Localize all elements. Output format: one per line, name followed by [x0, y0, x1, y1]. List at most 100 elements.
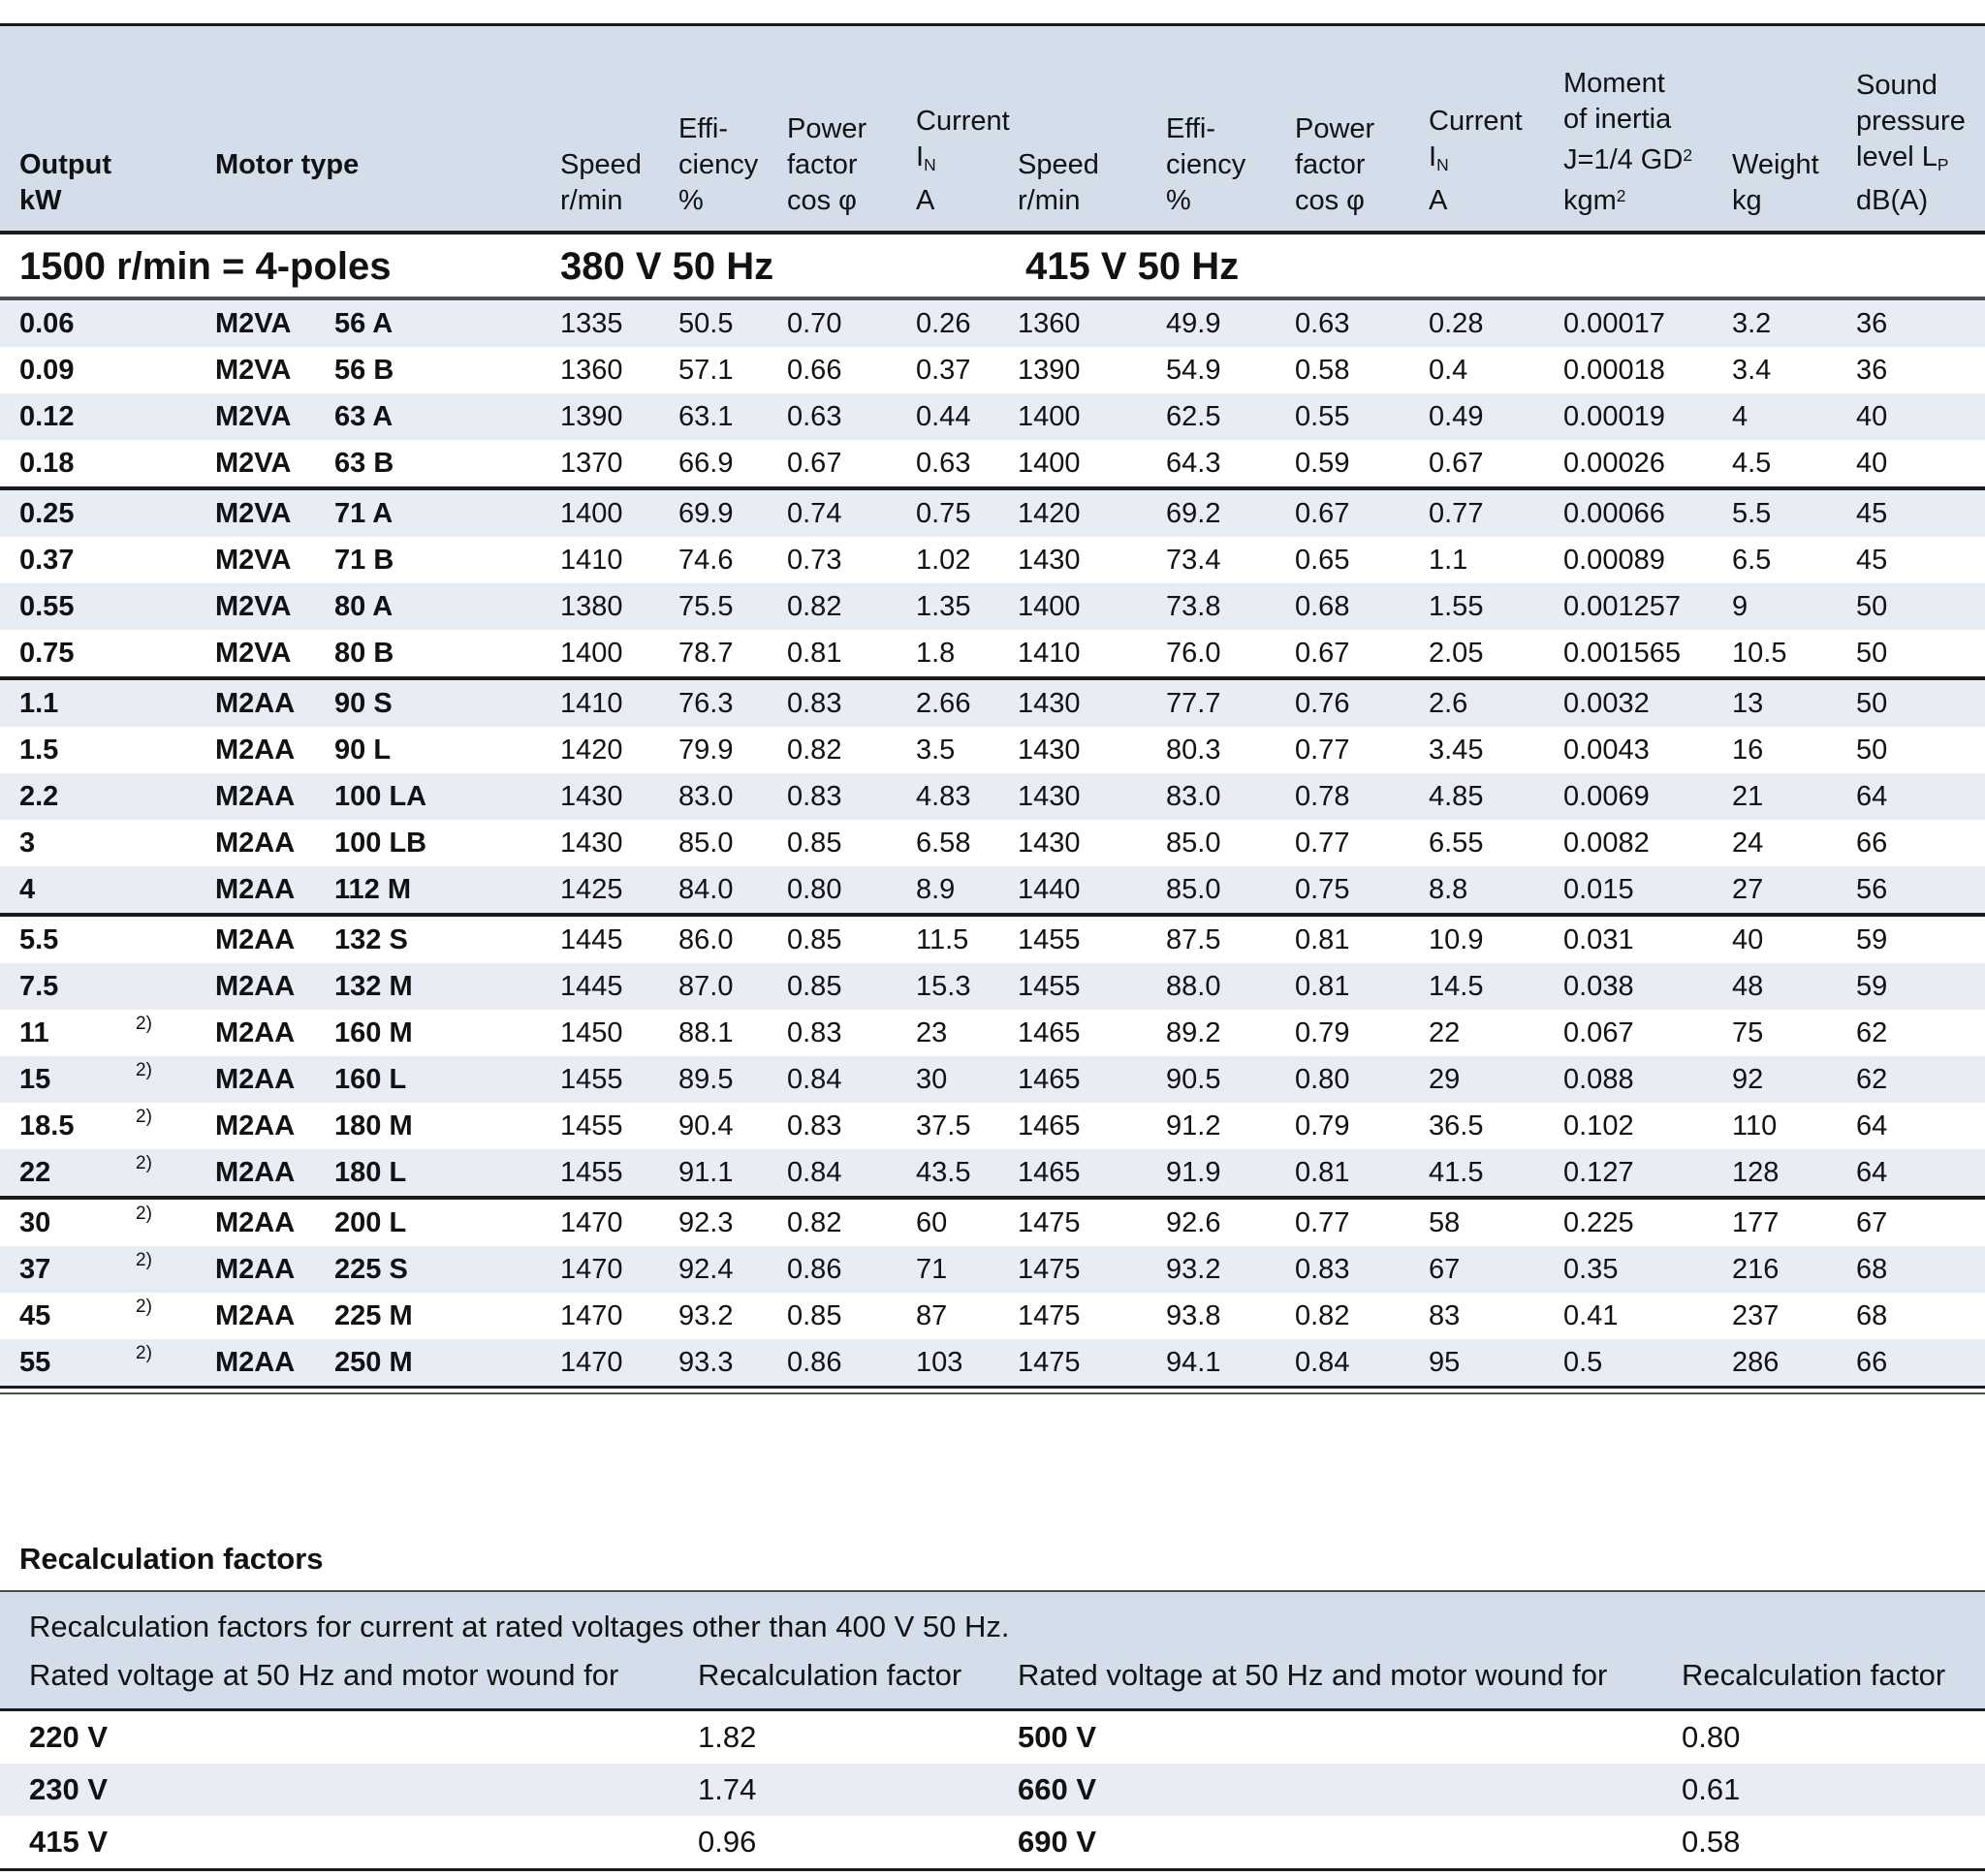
recalc-cell-factor-right: 0.80: [1682, 1720, 1741, 1754]
cell-sound-level: 62: [1856, 1064, 1888, 1095]
cell-efficiency-380: 89.5: [678, 1064, 734, 1095]
cell-power-factor-415: 0.79: [1295, 1017, 1350, 1048]
cell-power-factor-380: 0.67: [787, 448, 842, 479]
table-row: 0.09 M2VA 56 B 1360 57.1 0.66 0.37 1390 54.9 0.58…: [0, 347, 1985, 393]
cell-output-kw: 1.1: [19, 688, 59, 719]
cell-footnote: [136, 866, 215, 913]
cell-speed-380: 1370: [560, 448, 623, 479]
cell-sound-level: 67: [1856, 1207, 1888, 1238]
cell-efficiency-380: 50.5: [678, 308, 734, 339]
cell-weight: 75: [1732, 1017, 1764, 1048]
cell-efficiency-380: 91.1: [678, 1157, 734, 1188]
cell-efficiency-380: 79.9: [678, 735, 734, 766]
cell-efficiency-415: 93.2: [1166, 1254, 1221, 1285]
cell-power-factor-415: 0.68: [1295, 591, 1350, 622]
main-table-body: 0.06 M2VA 56 A 1335 50.5 0.70 0.26 1360 49.9 0.63…: [0, 300, 1985, 1386]
cell-motor-series: M2VA: [215, 545, 292, 576]
cell-current-380: 3.5: [916, 735, 956, 766]
cell-speed-415: 1475: [1018, 1300, 1081, 1331]
cell-current-380: 71: [916, 1254, 948, 1285]
cell-output-kw: 3: [19, 828, 36, 859]
cell-weight: 27: [1732, 874, 1764, 905]
table-row: 22 2) M2AA 180 L 1455 91.1 0.84 43.5 1465 91.9 0.8…: [0, 1149, 1985, 1196]
cell-power-factor-415: 0.75: [1295, 874, 1350, 905]
cell-power-factor-380: 0.81: [787, 638, 842, 669]
cell-current-415: 0.49: [1429, 401, 1484, 432]
cell-efficiency-415: 62.5: [1166, 401, 1221, 432]
recalc-row: 415 V 0.96 690 V 0.58: [0, 1816, 1985, 1868]
cell-current-415: 2.6: [1429, 688, 1468, 719]
recalc-cell-factor-right: 0.61: [1682, 1772, 1741, 1806]
cell-efficiency-415: 54.9: [1166, 355, 1221, 386]
cell-current-415: 0.28: [1429, 308, 1484, 339]
cell-weight: 5.5: [1732, 498, 1772, 529]
table-row: 2.2 M2AA 100 LA 1430 83.0 0.83 4.83 1430 83.0 0.7…: [0, 773, 1985, 820]
col-header-weight: Weight kg: [1732, 149, 1819, 216]
cell-current-415: 14.5: [1429, 971, 1484, 1002]
cell-current-380: 1.02: [916, 545, 971, 576]
cell-footnote: 2): [136, 1200, 215, 1246]
cell-power-factor-380: 0.82: [787, 591, 842, 622]
cell-efficiency-415: 90.5: [1166, 1064, 1221, 1095]
speed-voltage-subheader: 1500 r/min = 4-poles 380 V 50 Hz 415 V 5…: [0, 234, 1985, 297]
cell-output-kw: 0.55: [19, 591, 75, 622]
cell-output-kw: 0.18: [19, 448, 75, 479]
cell-power-factor-380: 0.85: [787, 924, 842, 955]
cell-weight: 216: [1732, 1254, 1780, 1285]
cell-speed-380: 1335: [560, 308, 623, 339]
col-header-eff415: Effi-ciency%: [1166, 113, 1246, 216]
cell-current-380: 1.8: [916, 638, 956, 669]
cell-speed-380: 1470: [560, 1300, 623, 1331]
cell-weight: 9: [1732, 591, 1749, 622]
cell-current-380: 37.5: [916, 1110, 971, 1141]
cell-efficiency-380: 88.1: [678, 1017, 734, 1048]
cell-current-415: 58: [1429, 1207, 1461, 1238]
cell-current-380: 1.35: [916, 591, 971, 622]
cell-power-factor-415: 0.77: [1295, 735, 1350, 766]
cell-efficiency-415: 92.6: [1166, 1207, 1221, 1238]
cell-speed-415: 1420: [1018, 498, 1081, 529]
subheader-rule: [0, 297, 1985, 300]
cell-efficiency-380: 92.3: [678, 1207, 734, 1238]
cell-power-factor-415: 0.55: [1295, 401, 1350, 432]
cell-motor-size: 180 M: [334, 1110, 413, 1141]
cell-motor-size: 200 L: [334, 1207, 407, 1238]
cell-motor-size: 112 M: [334, 874, 411, 905]
cell-efficiency-380: 92.4: [678, 1254, 734, 1285]
cell-power-factor-380: 0.83: [787, 1110, 842, 1141]
main-table-header: Output kW Motor type Speed r/min Effi-ciency%…: [0, 26, 1985, 231]
cell-footnote: [136, 963, 215, 1010]
cell-output-kw: 30: [19, 1207, 51, 1238]
cell-inertia: 0.102: [1563, 1110, 1634, 1141]
cell-motor-size: 100 LA: [334, 781, 427, 812]
table-row: 0.55 M2VA 80 A 1380 75.5 0.82 1.35 1400 73.8 0.68…: [0, 583, 1985, 630]
cell-inertia: 0.00017: [1563, 308, 1665, 339]
cell-weight: 4.5: [1732, 448, 1772, 479]
cell-weight: 16: [1732, 735, 1764, 766]
recalc-table: Recalculation factors for current at rat…: [0, 1590, 1985, 1871]
header-bottom-rule: [0, 231, 1985, 234]
recalc-col-voltage-left: Rated voltage at 50 Hz and motor wound f…: [29, 1658, 619, 1692]
recalc-note: Recalculation factors for current at rat…: [29, 1610, 1010, 1643]
cell-motor-series: M2AA: [215, 874, 296, 905]
cell-current-380: 23: [916, 1017, 948, 1048]
cell-efficiency-415: 73.8: [1166, 591, 1221, 622]
cell-power-factor-380: 0.82: [787, 735, 842, 766]
cell-power-factor-380: 0.85: [787, 828, 842, 859]
recalc-col-factor-right: Recalculation factor: [1682, 1658, 1946, 1692]
cell-motor-series: M2AA: [215, 1064, 296, 1095]
cell-motor-size: 225 M: [334, 1300, 413, 1331]
recalc-cell-factor-left: 1.82: [698, 1720, 757, 1754]
cell-sound-level: 68: [1856, 1254, 1888, 1285]
cell-inertia: 0.088: [1563, 1064, 1634, 1095]
recalc-bottom-rule: [0, 1868, 1985, 1871]
cell-output-kw: 11: [19, 1017, 49, 1048]
cell-weight: 92: [1732, 1064, 1764, 1095]
cell-motor-size: 160 M: [334, 1017, 413, 1048]
cell-efficiency-380: 84.0: [678, 874, 734, 905]
cell-inertia: 0.5: [1563, 1347, 1603, 1378]
cell-output-kw: 0.12: [19, 401, 75, 432]
col-header-cur380: Current IN A: [916, 105, 1010, 216]
cell-motor-size: 90 L: [334, 735, 392, 766]
cell-current-415: 0.4: [1429, 355, 1468, 386]
